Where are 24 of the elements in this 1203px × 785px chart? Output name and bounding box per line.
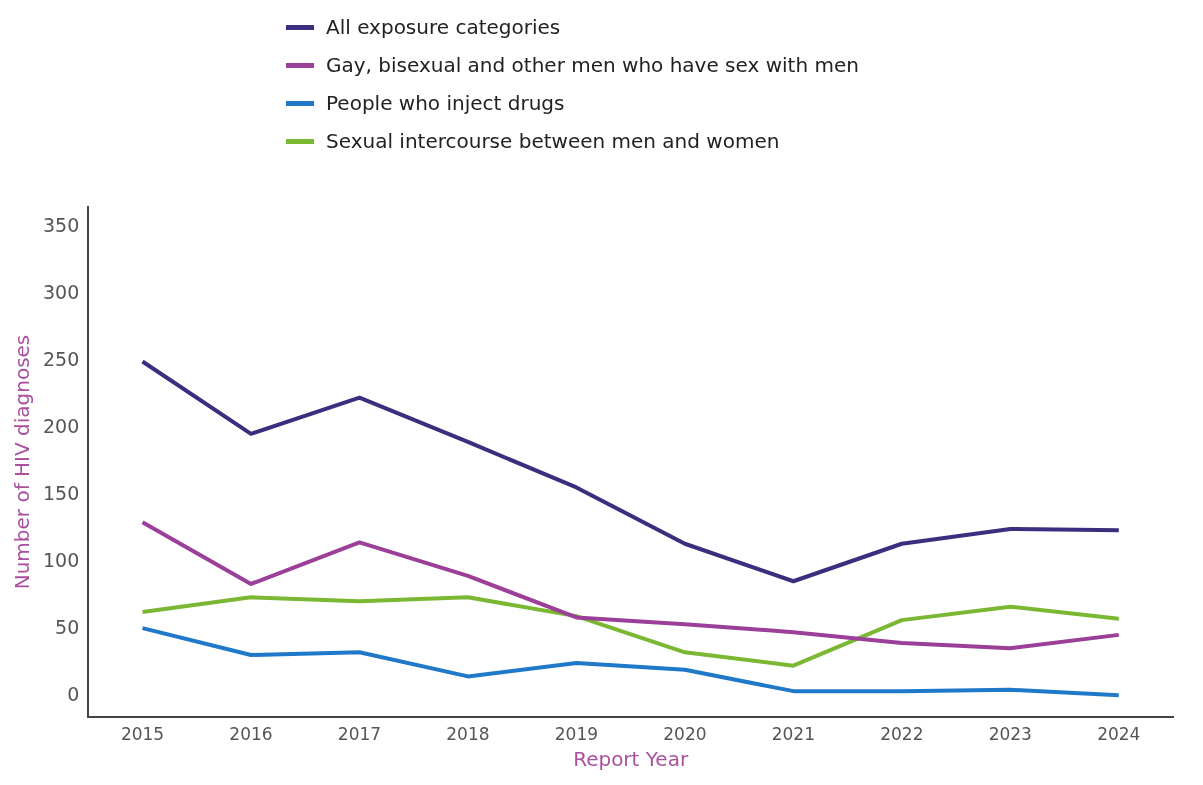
x-tick-label: 2021 [771, 724, 815, 745]
y-tick-label: 350 [43, 214, 80, 237]
legend-label: Sexual intercourse between men and women [326, 129, 780, 153]
legend-label: Gay, bisexual and other men who have sex with men [326, 53, 859, 77]
y-tick-label: 300 [43, 281, 80, 304]
x-axis-title: Report Year [573, 747, 689, 772]
y-tick-label: 250 [43, 348, 80, 371]
x-tick-label: 2023 [988, 724, 1032, 745]
y-tick-label: 200 [43, 415, 80, 438]
y-tick-label: 100 [43, 549, 80, 572]
x-tick-label: 2020 [663, 724, 707, 745]
y-tick-label: 50 [55, 616, 80, 639]
legend-label: All exposure categories [326, 15, 561, 39]
x-tick-label: 2017 [337, 724, 382, 745]
y-axis-title: Number of HIV diagnoses [10, 334, 35, 590]
x-tick-label: 2022 [880, 724, 924, 745]
x-tick-label: 2024 [1097, 724, 1141, 745]
x-tick-label: 2018 [446, 724, 490, 745]
legend-label: People who inject drugs [326, 91, 565, 115]
y-tick-label: 0 [67, 683, 80, 706]
x-tick-label: 2019 [554, 724, 599, 745]
y-tick-label: 150 [43, 482, 80, 505]
x-tick-label: 2015 [120, 724, 165, 745]
x-tick-label: 2016 [229, 724, 273, 745]
